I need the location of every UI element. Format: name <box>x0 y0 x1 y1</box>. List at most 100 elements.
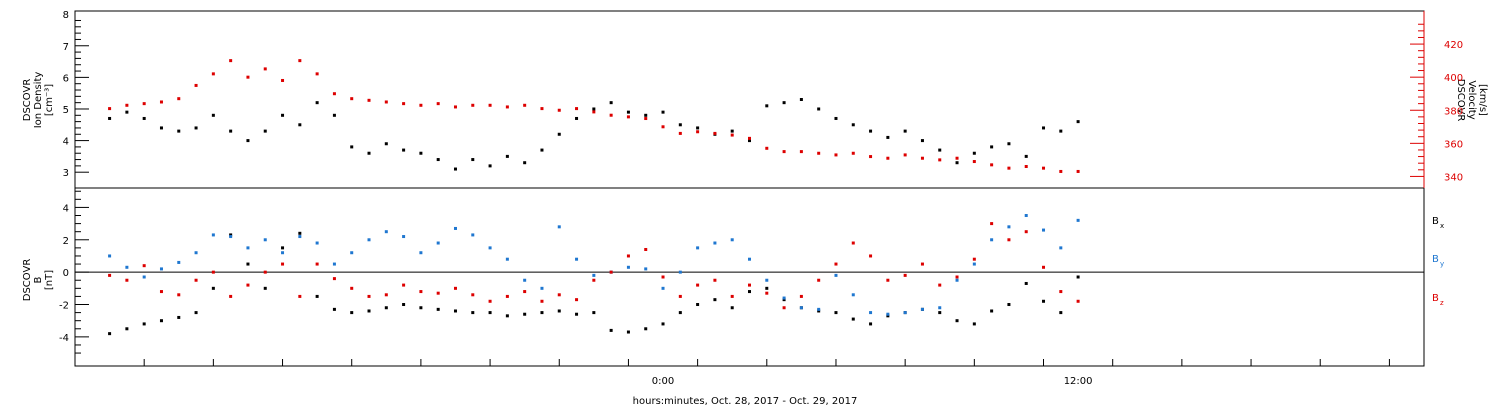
bx-point <box>211 286 215 290</box>
top-ylabel-right-line1: DSCOVR <box>1455 79 1466 122</box>
velocity-point <box>886 156 890 160</box>
by-point <box>696 246 700 250</box>
density-point <box>730 129 734 133</box>
density-tick-label: 7 <box>63 42 69 53</box>
density-point <box>402 148 406 152</box>
top-ylabel-right-line2: Velocity <box>1466 80 1477 119</box>
bz-point <box>350 286 354 290</box>
density-point <box>851 123 855 127</box>
bx-point <box>696 303 700 307</box>
by-point <box>799 306 803 310</box>
bx-point <box>730 306 734 310</box>
density-point <box>782 101 786 105</box>
bz-point <box>505 294 509 298</box>
bx-point <box>644 327 648 331</box>
velocity-point <box>159 100 163 104</box>
bz-point <box>851 241 855 245</box>
bz-point <box>817 278 821 282</box>
density-point <box>990 145 994 149</box>
bx-point <box>817 309 821 313</box>
velocity-point <box>903 153 907 157</box>
bx-point <box>851 317 855 321</box>
velocity-point <box>1024 164 1028 168</box>
by-point <box>748 257 751 261</box>
bx-point <box>765 286 769 290</box>
density-point <box>540 148 544 152</box>
density-point <box>817 107 821 111</box>
bx-point <box>108 332 112 336</box>
velocity-point <box>1076 169 1080 173</box>
velocity-point <box>229 59 233 63</box>
bx-point <box>557 309 561 313</box>
density-point <box>644 113 648 117</box>
density-point <box>436 158 440 162</box>
bz-point <box>1076 299 1080 303</box>
by-point <box>419 251 423 255</box>
by-point <box>505 257 509 261</box>
bz-point <box>748 283 751 287</box>
x-tick-label: 12:00 <box>1064 376 1093 387</box>
by-point <box>281 251 285 255</box>
bx-point <box>972 322 976 326</box>
density-tick-label: 4 <box>63 137 69 148</box>
velocity-point <box>298 59 302 63</box>
bx-point <box>1042 299 1046 303</box>
bottom-ylabel-line2: B <box>33 276 44 283</box>
density-point <box>661 110 665 114</box>
density-point <box>367 151 371 155</box>
bx-point <box>419 306 423 310</box>
bz-point <box>471 293 475 297</box>
by-point <box>108 254 112 258</box>
bx-point <box>263 286 267 290</box>
by-point <box>817 307 821 311</box>
by-point <box>938 306 942 310</box>
density-point <box>159 126 163 130</box>
bz-point <box>972 257 976 261</box>
x-tick-label: 0:00 <box>652 376 674 387</box>
bz-point <box>177 293 181 297</box>
velocity-point <box>661 125 665 129</box>
density-point <box>1024 154 1028 158</box>
bx-point <box>782 298 786 302</box>
bz-point <box>1024 230 1028 234</box>
bz-point <box>125 278 129 282</box>
density-point <box>419 151 423 155</box>
density-point <box>972 151 976 155</box>
velocity-tick-label: 340 <box>1444 172 1463 183</box>
bx-point <box>938 311 942 315</box>
density-point <box>938 148 942 152</box>
bz-point <box>938 283 942 287</box>
by-point <box>229 235 233 239</box>
velocity-point <box>869 155 873 159</box>
by-point <box>972 262 976 266</box>
bz-point <box>540 299 544 303</box>
bz-point <box>644 247 648 251</box>
bz-point <box>696 283 700 287</box>
density-point <box>557 132 561 136</box>
by-point <box>678 270 682 274</box>
velocity-point <box>748 136 751 140</box>
velocity-tick-label: 360 <box>1444 139 1463 150</box>
bz-point <box>886 278 890 282</box>
by-point <box>436 241 440 245</box>
by-point <box>142 275 146 279</box>
bx-point <box>332 307 336 311</box>
by-point <box>869 311 873 315</box>
bz-point <box>592 278 596 282</box>
bx-point <box>246 262 250 266</box>
by-point <box>1042 228 1046 232</box>
top-ylabel-right-line3: [km/s] <box>1477 84 1488 116</box>
bx-point <box>159 319 163 323</box>
by-point <box>263 238 267 242</box>
by-point <box>298 235 302 239</box>
velocity-point <box>523 103 527 107</box>
bx-point <box>592 311 596 315</box>
top-ylabel-left-line2: Ion Density <box>33 72 44 129</box>
density-point <box>748 139 751 143</box>
bz-point <box>263 270 267 274</box>
by-point <box>523 278 527 282</box>
velocity-point <box>938 158 942 162</box>
density-point <box>592 107 596 111</box>
bx-point <box>678 311 682 315</box>
bottom-ylabel-line3: [nT] <box>44 270 55 290</box>
